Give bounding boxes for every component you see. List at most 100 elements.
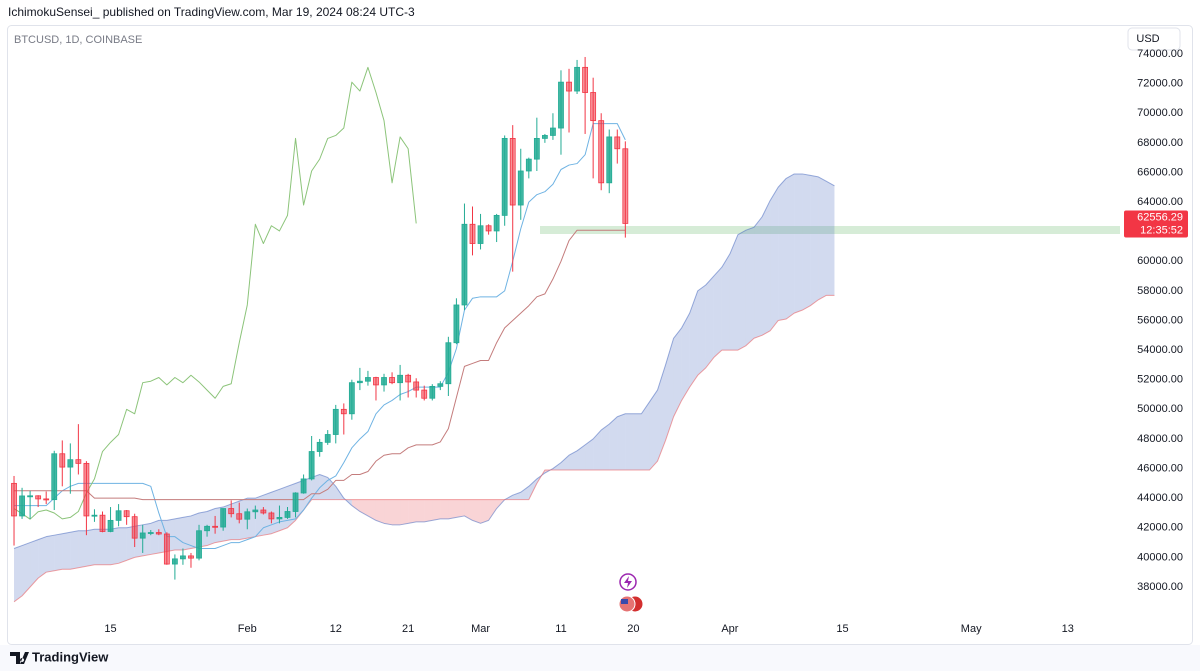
cloud-segment [62, 532, 71, 570]
candle-body [180, 555, 186, 560]
cloud-segment [432, 499, 441, 521]
cloud-segment [802, 173, 811, 311]
cloud-segment [86, 529, 95, 567]
event-icons[interactable] [618, 573, 644, 613]
cloud-segment [577, 444, 586, 471]
candle-body [598, 120, 605, 184]
cloud-segment [657, 364, 666, 462]
candle-body [260, 509, 267, 514]
candle-body [123, 510, 130, 518]
candle-body [614, 136, 621, 150]
countdown-label: 12:35:52 [1140, 224, 1183, 236]
candle-body [228, 508, 235, 515]
candle-body [413, 381, 420, 391]
candle-body [509, 138, 516, 206]
flag-canton [621, 599, 628, 604]
cloud-segment [818, 176, 827, 300]
candle-body [83, 462, 90, 517]
candle-body [517, 170, 524, 206]
cloud-segment [102, 529, 111, 565]
cloud-segment [78, 530, 87, 568]
y-tick-label: 42000.00 [1137, 522, 1183, 534]
candle-body [212, 525, 219, 528]
y-tick-label: 48000.00 [1137, 433, 1183, 445]
candle-body [332, 408, 339, 435]
y-tick-label: 72000.00 [1137, 78, 1183, 90]
cloud-segment [689, 290, 698, 388]
cloud-segment [713, 267, 722, 358]
cloud-segment [392, 499, 401, 525]
cloud-segment [424, 499, 433, 522]
candle-body [340, 408, 347, 415]
candle-body [533, 138, 540, 160]
candle-body [220, 508, 227, 528]
x-tick-label: Apr [721, 623, 738, 635]
y-tick-label: 60000.00 [1137, 255, 1183, 267]
cloud-segment [770, 187, 779, 331]
candle-body [501, 138, 508, 216]
highlight-zone [540, 226, 1120, 234]
cloud-segment [609, 416, 618, 471]
cloud-segment [456, 499, 465, 518]
y-tick-label: 44000.00 [1137, 492, 1183, 504]
candle-body [163, 533, 170, 565]
candle-body [477, 225, 484, 244]
cloud-segment [697, 284, 706, 376]
cloud-segment [512, 492, 521, 500]
candle-body [525, 158, 532, 172]
candle-body [196, 530, 202, 559]
header: IchimokuSensei_ published on TradingView… [8, 5, 415, 19]
candle-body [356, 380, 363, 384]
candle-body [268, 512, 275, 520]
candle-body [284, 511, 291, 518]
candle-body [308, 451, 315, 480]
cloud-segment [737, 230, 746, 351]
candle-body [276, 517, 283, 520]
span-a-line [13, 173, 835, 549]
cloud-segment [118, 527, 127, 564]
cloud-segment [480, 499, 489, 524]
candle-body [131, 516, 138, 539]
candle-body [606, 136, 613, 184]
cloud-segment [174, 517, 183, 550]
candle-body [27, 495, 34, 498]
cloud-segment [673, 327, 682, 417]
lightning-icon [624, 576, 632, 588]
candle-body [91, 514, 98, 517]
candle-body [155, 532, 162, 535]
cloud-segment [351, 499, 360, 512]
y-tick-label: 66000.00 [1137, 166, 1183, 178]
cloud-segment [681, 313, 690, 401]
y-tick-label: 68000.00 [1137, 137, 1183, 149]
cloud-segment [22, 542, 31, 596]
cloud-segment [649, 390, 658, 471]
cloud-segment [745, 227, 755, 346]
indicator-line [14, 123, 626, 550]
currency-button[interactable] [1127, 27, 1181, 51]
cloud-segment [207, 508, 216, 546]
cloud-segment [247, 498, 256, 539]
candle-body [405, 374, 412, 383]
candle-body [582, 66, 589, 93]
candle-body [19, 495, 25, 517]
span-b-line [13, 294, 835, 603]
cloud-segment [794, 173, 803, 314]
candle-body [365, 377, 371, 382]
candle-body [252, 509, 259, 513]
cloud-segment [94, 529, 103, 565]
x-tick-label: 11 [555, 623, 566, 635]
cloud-segment [520, 486, 529, 500]
last-price-badge [1124, 210, 1188, 238]
y-tick-label: 64000.00 [1137, 196, 1183, 208]
candle-body [300, 478, 307, 494]
cloud-segment [721, 253, 730, 351]
y-tick-label: 58000.00 [1137, 285, 1183, 297]
cloud-segment [231, 501, 240, 540]
cloud-segment [142, 523, 151, 556]
cloud-segment [826, 181, 835, 296]
chart-panel [7, 25, 1193, 645]
cloud-segment [416, 499, 425, 522]
cloud-segment [30, 539, 39, 587]
currency-label[interactable]: USD [1136, 33, 1159, 45]
